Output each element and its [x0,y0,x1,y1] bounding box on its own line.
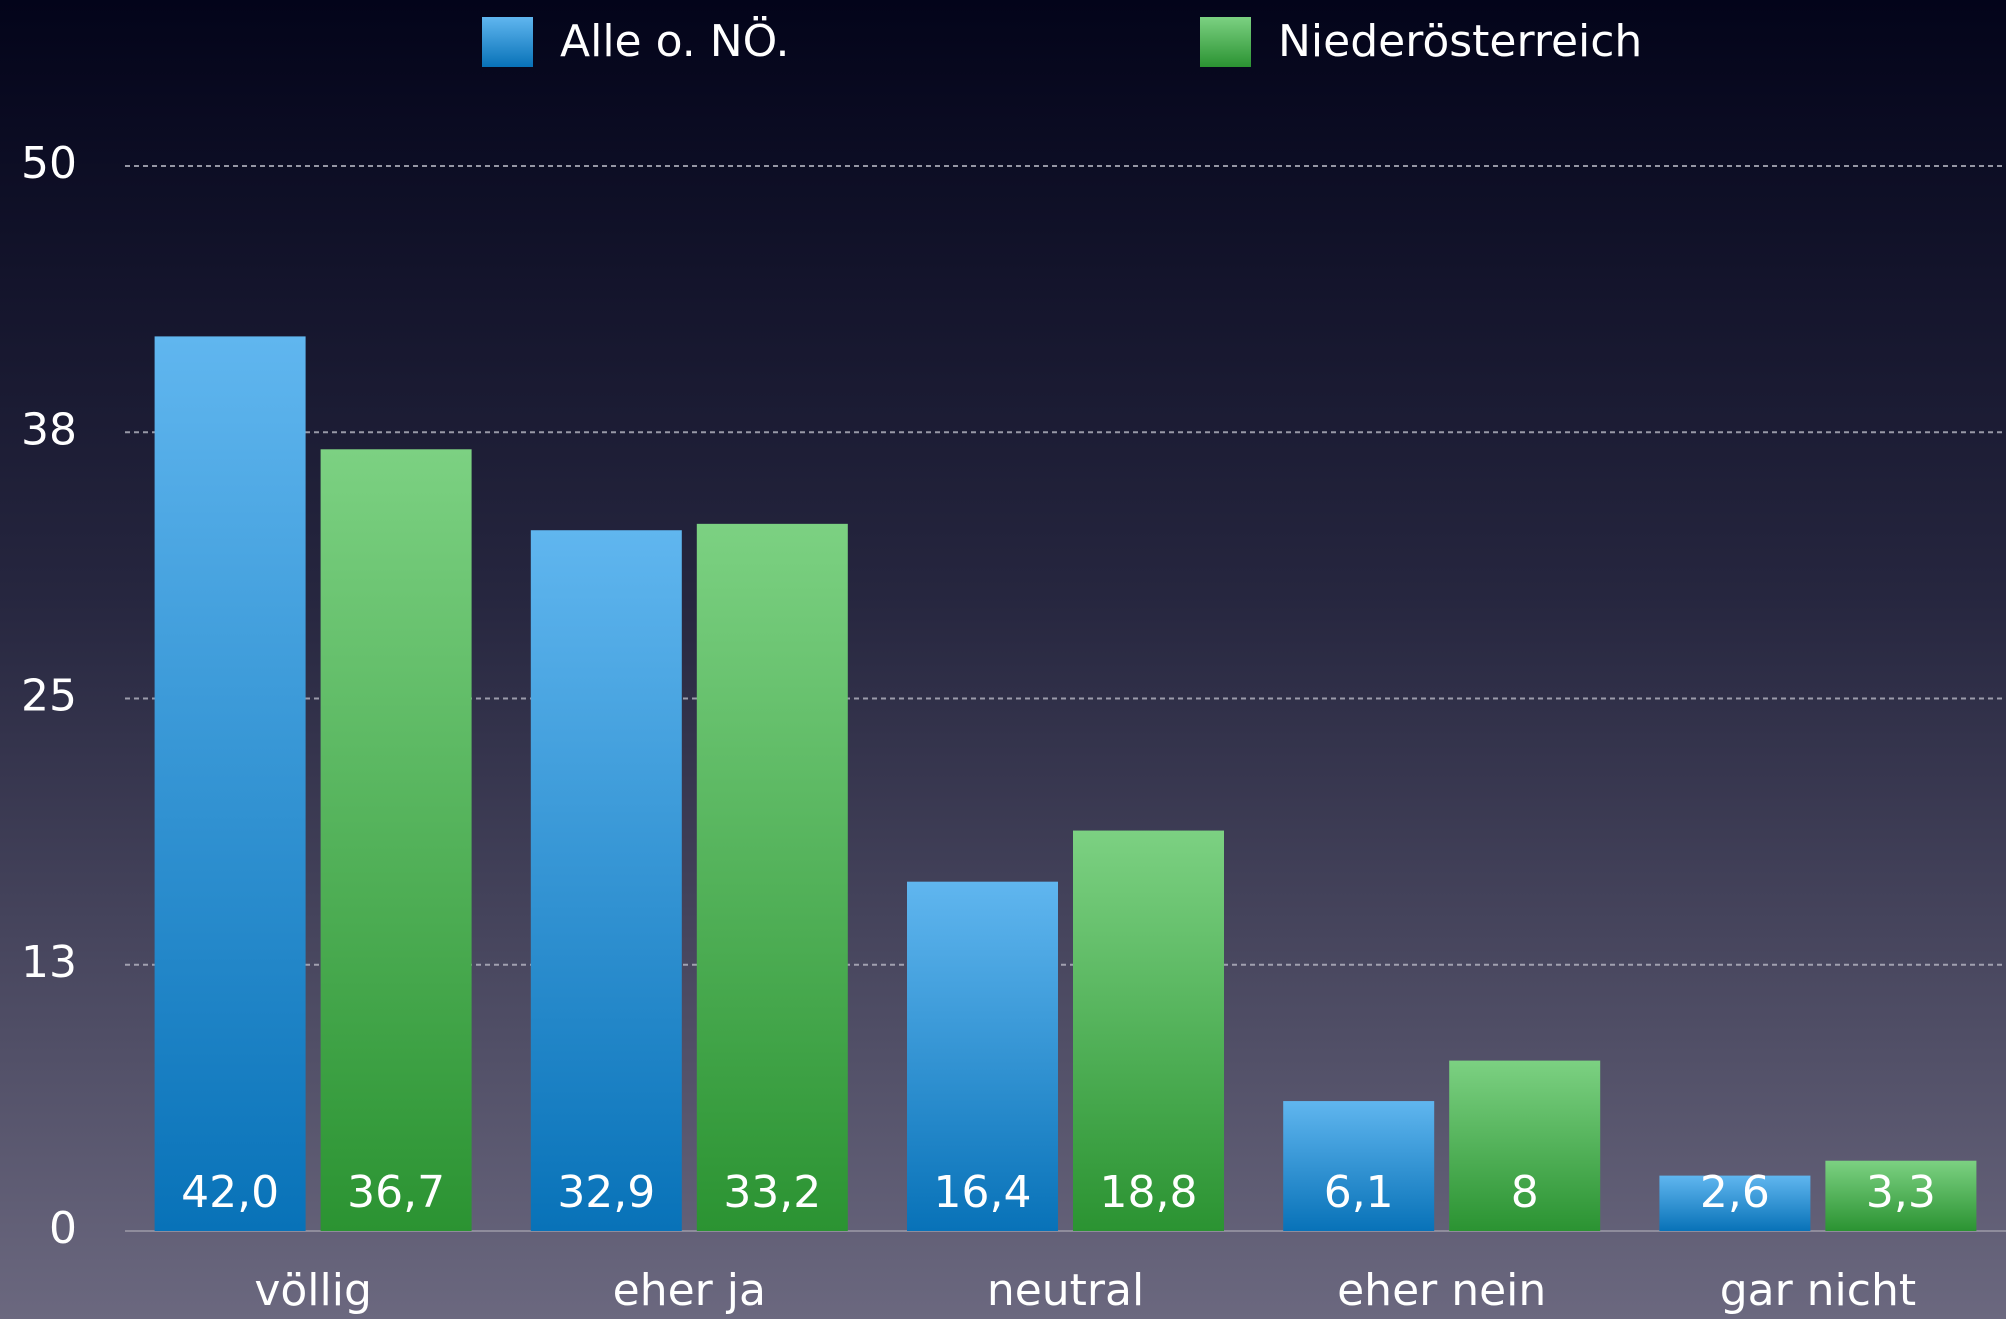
x-tick-label: eher ja [613,1265,766,1316]
value-label: 32,9 [557,1167,655,1218]
legend-label: Niederösterreich [1278,16,1642,67]
legend-label: Alle o. NÖ. [560,15,789,67]
value-label: 36,7 [347,1167,445,1218]
legend-swatch [1200,17,1251,67]
y-tick-label: 13 [21,937,77,988]
x-tick-label: gar nicht [1720,1265,1916,1316]
value-label: 3,3 [1866,1167,1936,1218]
x-tick-label: neutral [987,1265,1144,1316]
y-tick-label: 50 [21,138,77,189]
bar [530,530,682,1231]
legend-swatch [482,17,533,67]
y-tick-label: 25 [21,671,77,722]
value-label: 16,4 [934,1167,1032,1218]
value-label: 2,6 [1700,1167,1770,1218]
bar [696,523,848,1231]
y-tick-label: 0 [49,1203,77,1254]
bar [1449,1060,1601,1231]
value-label: 42,0 [181,1167,279,1218]
value-label: 6,1 [1324,1167,1394,1218]
value-label: 8 [1511,1167,1539,1218]
bar [1073,830,1224,1231]
value-label: 33,2 [723,1167,821,1218]
y-tick-label: 38 [21,404,77,455]
bar [1283,1101,1435,1231]
bar [907,881,1058,1231]
bar [1659,1175,1811,1231]
x-tick-label: eher nein [1337,1265,1546,1316]
value-label: 18,8 [1100,1167,1198,1218]
bar [154,336,306,1231]
bar [1825,1160,1977,1231]
bar [320,449,472,1231]
x-tick-label: völlig [254,1265,372,1316]
